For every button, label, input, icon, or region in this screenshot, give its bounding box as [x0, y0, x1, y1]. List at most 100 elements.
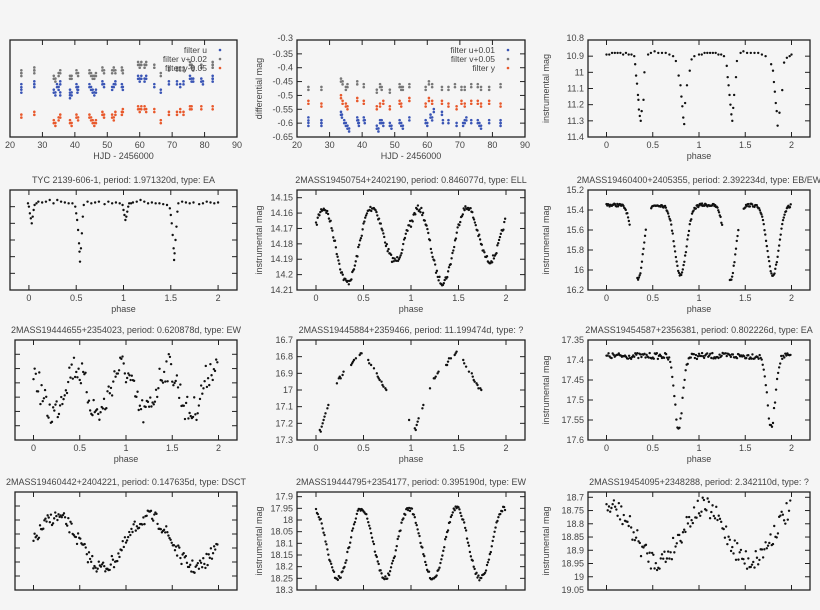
data-point	[159, 74, 163, 78]
data-point	[320, 522, 323, 525]
data-point	[375, 91, 379, 94]
data-point	[437, 568, 440, 571]
data-point	[425, 224, 428, 227]
data-point	[763, 228, 766, 232]
data-point	[745, 205, 748, 208]
data-point	[702, 498, 706, 502]
data-point	[156, 522, 159, 526]
data-point	[502, 505, 506, 509]
data-point	[439, 561, 442, 565]
data-point	[760, 358, 763, 361]
data-point	[94, 118, 98, 122]
data-point	[767, 255, 770, 259]
data-point	[200, 566, 204, 569]
data-point	[435, 574, 438, 577]
data-point	[68, 531, 71, 534]
data-point	[140, 74, 143, 78]
data-point	[95, 570, 98, 573]
data-point	[754, 549, 757, 553]
data-point	[456, 226, 459, 229]
data-point	[211, 552, 215, 555]
data-point	[78, 250, 81, 253]
data-point	[736, 542, 739, 545]
data-point	[666, 358, 670, 361]
y-tick-label: 14.18	[270, 239, 293, 249]
data-point	[633, 355, 636, 358]
data-point	[463, 88, 467, 92]
x-tick-label: 80	[200, 140, 210, 150]
data-point	[100, 563, 104, 566]
data-point	[503, 220, 506, 224]
data-point	[211, 77, 214, 80]
data-point	[357, 124, 361, 128]
legend-marker	[506, 66, 510, 70]
data-point	[765, 547, 769, 550]
data-point	[197, 202, 201, 206]
data-point	[353, 520, 357, 524]
data-point	[200, 104, 203, 108]
data-point	[399, 254, 402, 257]
data-point	[188, 411, 191, 415]
data-point	[150, 405, 153, 408]
data-point	[214, 548, 217, 551]
chart-panel-p8: 2MASS19445884+2359466, period: 11.199474…	[275, 325, 526, 464]
data-point	[764, 233, 767, 236]
data-point	[689, 525, 692, 528]
data-point	[347, 130, 351, 133]
data-point	[479, 105, 483, 108]
x-axis-label: phase	[114, 454, 139, 464]
data-point	[330, 562, 333, 566]
data-points	[32, 509, 219, 574]
data-point	[374, 209, 377, 212]
data-point	[636, 529, 639, 532]
data-point	[85, 391, 88, 394]
data-point	[78, 260, 82, 263]
data-point	[736, 234, 739, 238]
data-point	[335, 382, 339, 385]
y-tick-label: 14.2	[275, 270, 293, 280]
data-point	[644, 228, 648, 231]
data-point	[159, 71, 163, 75]
data-point	[435, 269, 439, 273]
data-point	[712, 514, 715, 518]
data-point	[711, 504, 714, 507]
data-point	[150, 517, 154, 521]
data-point	[369, 531, 373, 535]
data-point	[735, 356, 739, 360]
data-point	[33, 113, 36, 117]
data-point	[476, 118, 480, 122]
data-point	[671, 375, 674, 379]
data-point	[723, 536, 727, 539]
data-point	[760, 548, 764, 551]
y-tick-label: 11.4	[567, 132, 584, 142]
data-point	[425, 121, 429, 125]
data-point	[33, 66, 36, 69]
data-point	[670, 223, 673, 226]
y-tick-label: 16.7	[275, 335, 293, 345]
data-point	[323, 533, 326, 537]
data-point	[307, 119, 310, 122]
data-point	[762, 368, 765, 371]
data-point	[671, 54, 675, 58]
y-tick-label: 18.75	[561, 506, 584, 516]
data-point	[184, 201, 188, 204]
data-point	[460, 514, 463, 518]
data-point	[769, 533, 772, 536]
data-point	[175, 80, 179, 83]
data-point	[733, 260, 736, 264]
x-axis-label: phase	[687, 454, 712, 464]
data-point	[166, 530, 169, 534]
data-point	[54, 77, 57, 80]
data-point	[440, 558, 443, 561]
data-point	[140, 77, 143, 81]
data-point	[787, 509, 791, 513]
data-point	[319, 430, 322, 433]
data-point	[179, 383, 182, 386]
data-point	[84, 546, 87, 549]
y-axis-label: differential mag	[254, 58, 264, 119]
data-point	[750, 203, 754, 206]
data-point	[789, 353, 792, 357]
data-point	[375, 210, 378, 214]
data-point	[679, 417, 682, 420]
data-point	[780, 354, 783, 358]
